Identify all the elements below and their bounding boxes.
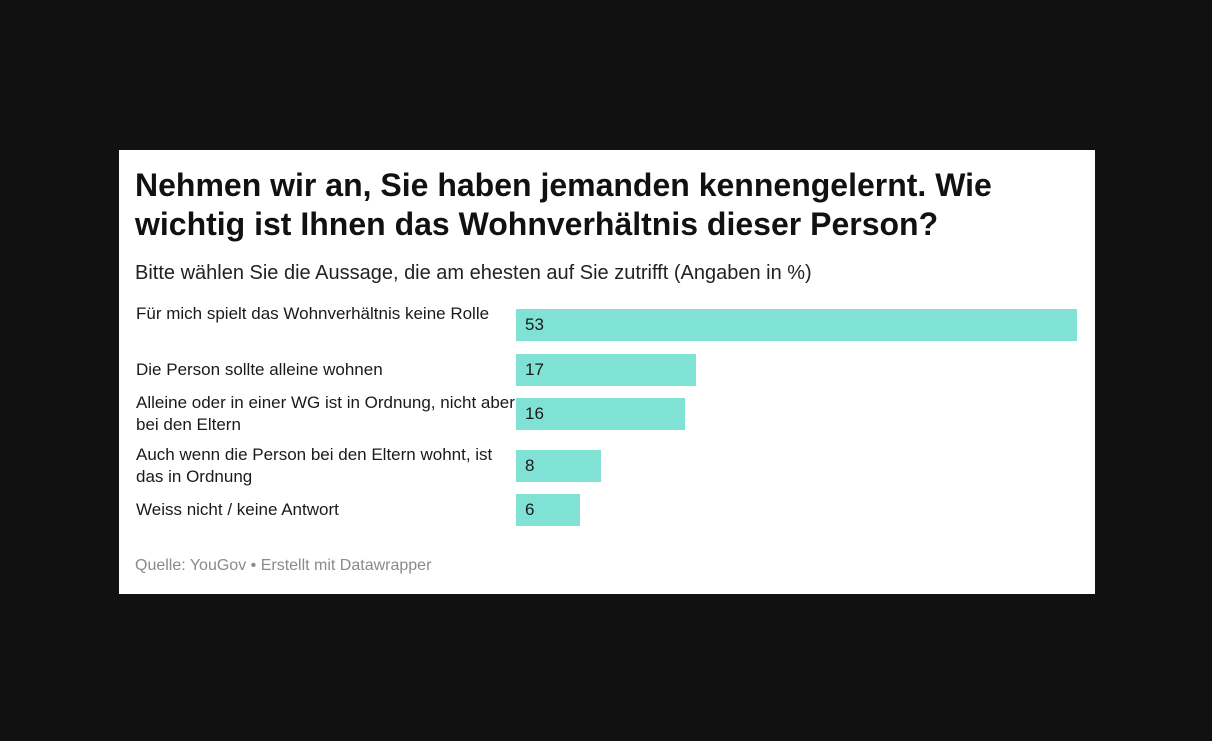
category-label: Weiss nicht / keine Antwort	[136, 500, 339, 519]
bar-value-label: 8	[525, 456, 535, 475]
category-label: Auch wenn die Person bei den Eltern wohn…	[136, 445, 493, 486]
bar-value-label: 17	[525, 360, 544, 379]
chart-card: Nehmen wir an, Sie haben jemanden kennen…	[119, 150, 1095, 594]
chart-subtitle: Bitte wählen Sie die Aussage, die am ehe…	[135, 262, 812, 284]
bar	[516, 354, 696, 386]
chart-source: Quelle: YouGov • Erstellt mit Datawrappe…	[135, 557, 432, 574]
bar	[516, 309, 1077, 341]
bar	[516, 450, 601, 482]
category-label: Die Person sollte alleine wohnen	[136, 360, 383, 379]
category-label: Alleine oder in einer WG ist in Ordnung,…	[136, 393, 515, 434]
bar-value-label: 53	[525, 315, 544, 334]
bar-value-label: 16	[525, 404, 544, 423]
bar	[516, 398, 685, 430]
bar	[516, 494, 580, 526]
bar-value-label: 6	[525, 500, 535, 519]
chart-title: Nehmen wir an, Sie haben jemanden kennen…	[135, 167, 992, 242]
category-label: Für mich spielt das Wohnverhältnis keine…	[136, 304, 490, 323]
